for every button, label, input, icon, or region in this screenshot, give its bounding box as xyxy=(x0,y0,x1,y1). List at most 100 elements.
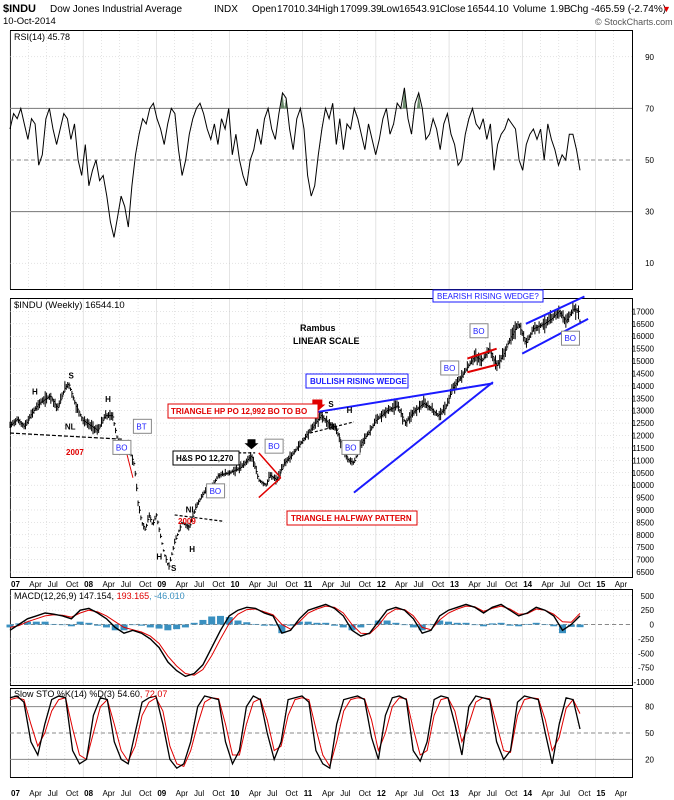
price-tick-label: 15500 xyxy=(632,345,655,354)
x-top-tick-label: Oct xyxy=(285,580,298,589)
bo-callout-box xyxy=(264,438,284,454)
macd-hist-bar xyxy=(260,624,268,626)
open-value: 17010.34 xyxy=(277,4,319,15)
x-bottom-tick-label: 12 xyxy=(377,789,386,798)
macd-hist-bar xyxy=(550,624,558,627)
sto-title: Slow STO %K(14) %D(3) 54.60, 72.07 xyxy=(14,689,167,699)
bearish-wedge-upper xyxy=(525,295,585,325)
macd-hist-bar xyxy=(304,621,312,625)
macd-hist-bar xyxy=(155,624,163,629)
macd-hist-bar xyxy=(576,624,584,628)
macd-hist-bar xyxy=(322,622,330,625)
macd-hist-bar xyxy=(129,624,137,626)
price-title: $INDU (Weekly) 16544.10 xyxy=(14,300,125,311)
price-tick-label: 6500 xyxy=(636,568,654,577)
macd-hist-bar xyxy=(523,623,531,625)
wedge-upper-line xyxy=(309,382,494,415)
macd-hist-bar xyxy=(32,621,40,625)
x-top-tick-label: 09 xyxy=(157,580,166,589)
macd-hist-bar xyxy=(497,622,505,625)
macd-hist-bar xyxy=(515,624,523,627)
macd-hist-bar xyxy=(532,622,540,625)
x-top-tick-label: 13 xyxy=(450,580,459,589)
x-bottom-tick-label: Jul xyxy=(560,789,570,798)
triangle-halfway-label: TRIANGLE HALFWAY PATTERN xyxy=(291,514,412,523)
x-bottom-tick-label: Oct xyxy=(212,789,225,798)
x-top-tick-label: Apr xyxy=(176,580,189,589)
macd-title-a: MACD(12,26,9) 147.154, xyxy=(14,591,117,601)
volume-value: 1.9B xyxy=(550,4,571,15)
bo-callout-label: BO xyxy=(210,487,222,496)
price-tick-label: 16000 xyxy=(632,332,655,341)
bo-callout-label: BO xyxy=(564,334,576,343)
rsi-line xyxy=(9,87,581,238)
x-bottom-tick-label: Apr xyxy=(322,789,335,798)
macd-hist-bar xyxy=(567,624,575,627)
macd-hist-bar xyxy=(559,624,567,634)
hs-label: H xyxy=(156,553,162,562)
macd-tick-label: -500 xyxy=(638,649,655,658)
macd-hist-bar xyxy=(541,624,549,626)
triangle-lower xyxy=(258,477,282,499)
macd-hist-bar xyxy=(295,621,303,625)
x-top-tick-label: Apr xyxy=(542,580,555,589)
price-annotations: Rambus LINEAR SCALE BEARISH RISING WEDGE… xyxy=(66,289,544,526)
x-top-tick-label: 15 xyxy=(596,580,605,589)
hs-label: H xyxy=(189,545,195,554)
macd-hist-bar xyxy=(471,624,479,626)
x-top-tick-label: Apr xyxy=(102,580,115,589)
rsi-tick-label: 10 xyxy=(645,259,654,268)
macd-hist-bar xyxy=(339,624,347,628)
black-down-arrow-icon xyxy=(244,439,259,450)
price-tick-label: 7500 xyxy=(636,543,654,552)
rsi-tick-label: 90 xyxy=(645,53,654,62)
price-tick-label: 7000 xyxy=(636,556,654,565)
x-bottom-tick-label: Oct xyxy=(432,789,445,798)
x-top-tick-label: 10 xyxy=(231,580,240,589)
x-bottom-tick-label: Jul xyxy=(487,789,497,798)
x-top-tick-label: Oct xyxy=(139,580,152,589)
rsi-overbought-fill xyxy=(402,87,407,109)
x-top-tick-label: Jul xyxy=(267,580,277,589)
flag-upper-line xyxy=(467,347,497,360)
x-top-tick-label: Jul xyxy=(121,580,131,589)
x-bottom-tick-label: 10 xyxy=(231,789,240,798)
x-top-tick-label: 11 xyxy=(304,580,313,589)
price-tick-label: 14000 xyxy=(632,382,655,391)
panel-titles: RSI(14) 45.78 $INDU (Weekly) 16544.10 MA… xyxy=(14,32,185,699)
macd-title-hist: , -46.010 xyxy=(149,591,185,601)
hs-label: NL xyxy=(328,422,339,431)
price-tick-label: 17000 xyxy=(632,307,655,316)
macd-hist-bar xyxy=(199,619,207,625)
hs-label: S xyxy=(69,371,75,380)
macd-panel xyxy=(10,589,633,686)
neckline-2011 xyxy=(309,421,355,434)
macd-hist-bar xyxy=(208,616,216,625)
macd-hist-bar xyxy=(67,624,75,627)
sto-title-d: , 72.07 xyxy=(140,689,168,699)
x-top-tick-label: Oct xyxy=(432,580,445,589)
price-tick-label: 11000 xyxy=(632,456,654,465)
macd-hist-bar xyxy=(181,624,189,628)
price-tick-label: 8500 xyxy=(636,518,654,527)
x-bottom-tick-label: Apr xyxy=(29,789,42,798)
macd-hist-bar xyxy=(102,624,110,628)
low-label: Low xyxy=(381,4,400,15)
price-tick-label: 12000 xyxy=(632,432,655,441)
x-top-tick-label: Apr xyxy=(29,580,42,589)
price-tick-label: 10000 xyxy=(632,481,655,490)
hs-neckline-2007 xyxy=(9,432,124,440)
low-value: 16543.91 xyxy=(399,4,441,15)
x-top-tick-label: Apr xyxy=(395,580,408,589)
macd-hist-bar xyxy=(357,624,365,628)
bullish-wedge-box xyxy=(305,373,409,389)
x-top-tick-label: Oct xyxy=(66,580,79,589)
x-bottom-tick-label: 14 xyxy=(523,789,532,798)
hs-label: NL xyxy=(65,422,76,431)
rsi-overbought-fill xyxy=(416,92,421,109)
x-bottom-tick-label: Jul xyxy=(267,789,277,798)
x-bottom-tick-label: Oct xyxy=(578,789,591,798)
macd-hist-bar xyxy=(225,617,233,625)
x-bottom-tick-label: Apr xyxy=(102,789,115,798)
